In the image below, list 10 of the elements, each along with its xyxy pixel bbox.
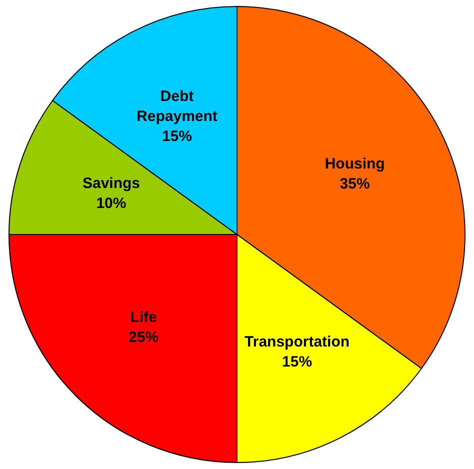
slice-label: Debt Repayment — [136, 88, 218, 125]
data-label: 15% — [162, 128, 192, 145]
slice-label: Transportation — [244, 333, 350, 350]
slice-label: Housing — [324, 156, 385, 173]
data-label: 15% — [282, 353, 312, 370]
data-label: 35% — [340, 176, 370, 193]
slice-label: Savings — [82, 174, 140, 192]
data-label: 25% — [128, 329, 159, 346]
data-label: 10% — [96, 194, 126, 212]
slice-label: Life — [130, 309, 157, 326]
